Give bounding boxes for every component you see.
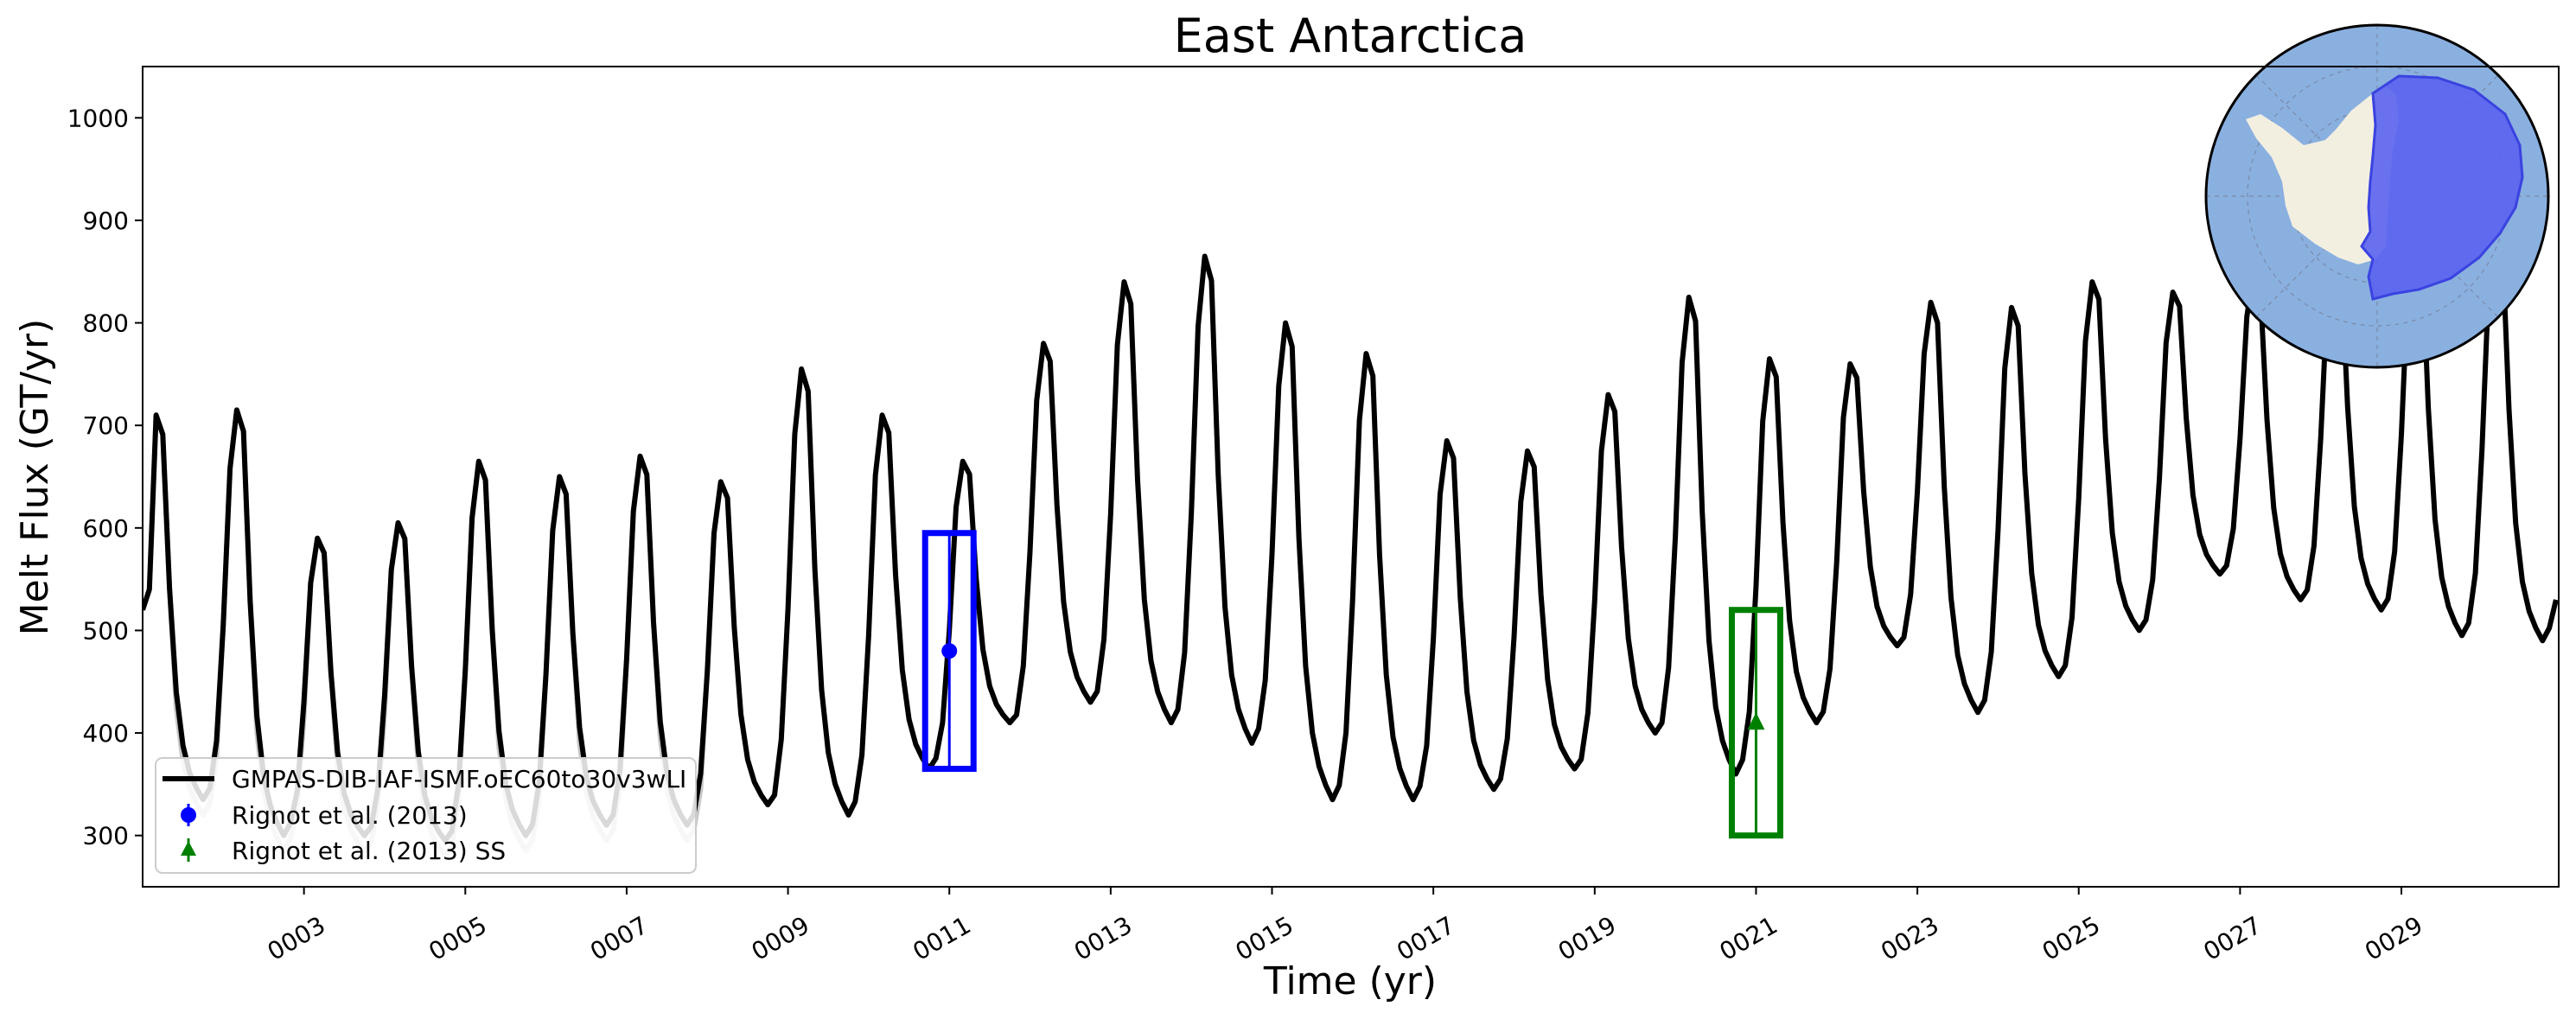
x-axis-ticks: 0003 0005 0007 0009 0011 0013 0015 0017 0019 0021… (263, 887, 2427, 966)
y-axis-label: Melt Flux (GT/yr) (13, 319, 57, 636)
legend-marker-green (181, 841, 196, 856)
x-tick-label: 0003 (263, 911, 330, 966)
legend-marker-blue (181, 807, 196, 823)
antarctica-land-shape (2246, 86, 2399, 264)
legend-label-rignot: Rignot et al. (2013) (232, 801, 468, 830)
rignot-ss-point (1747, 712, 1765, 730)
y-tick-label: 800 (83, 309, 129, 338)
x-axis-label: Time (yr) (1263, 959, 1437, 1003)
y-tick-label: 500 (83, 616, 129, 645)
x-tick-label: 0005 (424, 911, 491, 966)
x-tick-label: 0023 (1876, 911, 1943, 966)
legend: GMPAS-DIB-IAF-ISMF.oEC60to30v3wLI Rignot… (155, 757, 697, 874)
east-antarctica-region (2360, 74, 2524, 301)
y-tick-label: 300 (83, 822, 129, 850)
legend-label-gmpas: GMPAS-DIB-IAF-ISMF.oEC60to30v3wLI (232, 765, 686, 793)
y-axis-ticks: 300 400 500 600 700 800 900 1000 (67, 104, 143, 850)
plot-frame (142, 66, 2560, 888)
inset-map-border (2204, 23, 2550, 369)
y-tick-label: 1000 (67, 104, 129, 132)
x-tick-label: 0015 (1231, 911, 1298, 966)
y-tick-label: 600 (83, 514, 129, 543)
legend-label-rignot-ss: Rignot et al. (2013) SS (232, 837, 506, 865)
x-tick-label: 0021 (1715, 911, 1782, 966)
x-tick-label: 0013 (1069, 911, 1137, 966)
x-tick-label: 0027 (2199, 911, 2267, 966)
chart-title: East Antarctica (1174, 9, 1527, 63)
rignot-point (941, 643, 958, 659)
x-tick-label: 0029 (2360, 911, 2427, 966)
x-tick-label: 0017 (1392, 911, 1459, 966)
x-tick-label: 0019 (1553, 911, 1621, 966)
legend-box (155, 757, 697, 874)
x-tick-label: 0011 (908, 911, 975, 966)
x-tick-label: 0025 (2037, 911, 2105, 966)
y-tick-label: 400 (83, 719, 129, 748)
y-tick-label: 900 (83, 207, 129, 235)
x-tick-label: 0007 (585, 911, 653, 966)
y-tick-label: 700 (83, 411, 129, 440)
x-tick-label: 0009 (747, 911, 814, 966)
antarctica-inset-map (2204, 23, 2550, 369)
series-line-gmpas (143, 217, 2559, 844)
